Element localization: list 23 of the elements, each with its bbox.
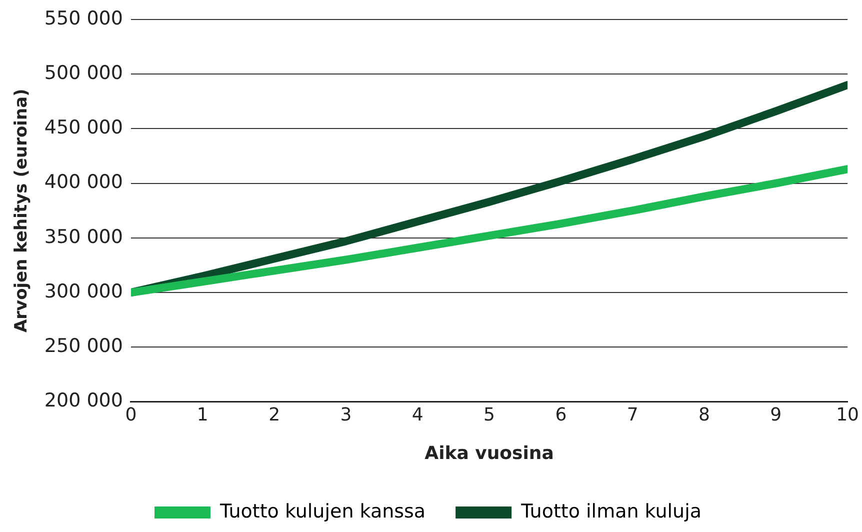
legend-label: Tuotto ilman kuluja bbox=[520, 500, 702, 522]
x-tick-label: 0 bbox=[125, 404, 137, 426]
x-tick-label: 1 bbox=[196, 404, 208, 426]
y-tick-label: 400 000 bbox=[44, 171, 123, 194]
y-tick-label: 500 000 bbox=[44, 62, 123, 84]
x-tick-label: 10 bbox=[836, 404, 859, 426]
y-tick-label: 250 000 bbox=[44, 335, 123, 358]
y-axis-title: Arvojen kehitys (euroina) bbox=[12, 88, 32, 333]
x-tick-label: 8 bbox=[698, 404, 710, 426]
x-tick-label: 3 bbox=[340, 404, 352, 426]
y-tick-label: 200 000 bbox=[44, 390, 123, 412]
x-axis-title: Aika vuosina bbox=[424, 442, 554, 464]
x-tick-label: 4 bbox=[412, 404, 424, 426]
y-tick-label: 350 000 bbox=[44, 226, 123, 248]
y-tick-label: 300 000 bbox=[44, 280, 123, 302]
x-tick-label: 7 bbox=[626, 404, 638, 426]
y-tick-label: 550 000 bbox=[44, 7, 123, 30]
x-tick-label: 9 bbox=[770, 404, 782, 426]
x-tick-label: 5 bbox=[484, 404, 495, 426]
x-tick-label: 2 bbox=[268, 404, 280, 426]
legend-label: Tuotto kulujen kanssa bbox=[218, 500, 426, 522]
x-tick-label: 6 bbox=[555, 404, 567, 426]
y-tick-label: 450 000 bbox=[44, 116, 123, 139]
